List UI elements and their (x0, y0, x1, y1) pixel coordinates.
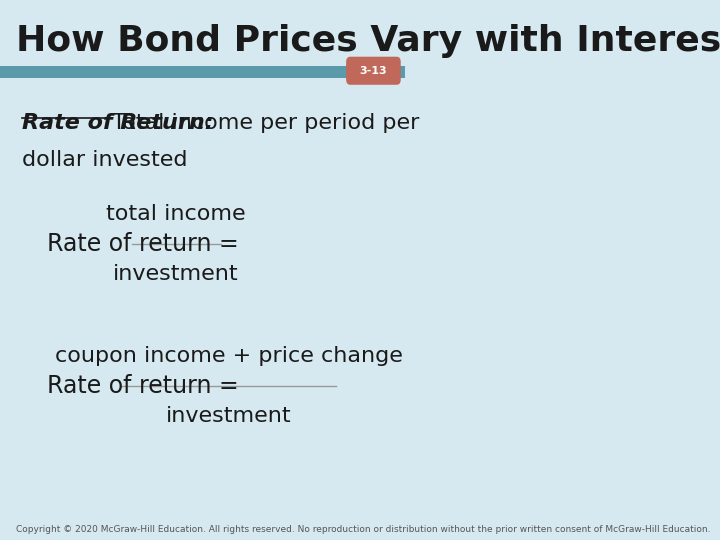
Text: Rate of return =: Rate of return = (47, 232, 238, 256)
Text: 3-13: 3-13 (359, 66, 387, 76)
Text: How Bond Prices Vary with Interest Rates: How Bond Prices Vary with Interest Rates (16, 24, 720, 57)
Text: total income: total income (107, 204, 246, 225)
Text: Rate of Return:: Rate of Return: (22, 113, 214, 133)
Text: investment: investment (166, 406, 292, 426)
Text: investment: investment (113, 264, 239, 284)
Text: Rate of return =: Rate of return = (47, 374, 238, 398)
Text: coupon income + price change: coupon income + price change (55, 346, 402, 367)
FancyBboxPatch shape (0, 66, 405, 78)
FancyBboxPatch shape (346, 57, 401, 85)
Text: Copyright © 2020 McGraw-Hill Education. All rights reserved. No reproduction or : Copyright © 2020 McGraw-Hill Education. … (16, 524, 711, 534)
Text: dollar invested: dollar invested (22, 150, 188, 170)
Text: Total income per period per: Total income per period per (105, 113, 420, 133)
